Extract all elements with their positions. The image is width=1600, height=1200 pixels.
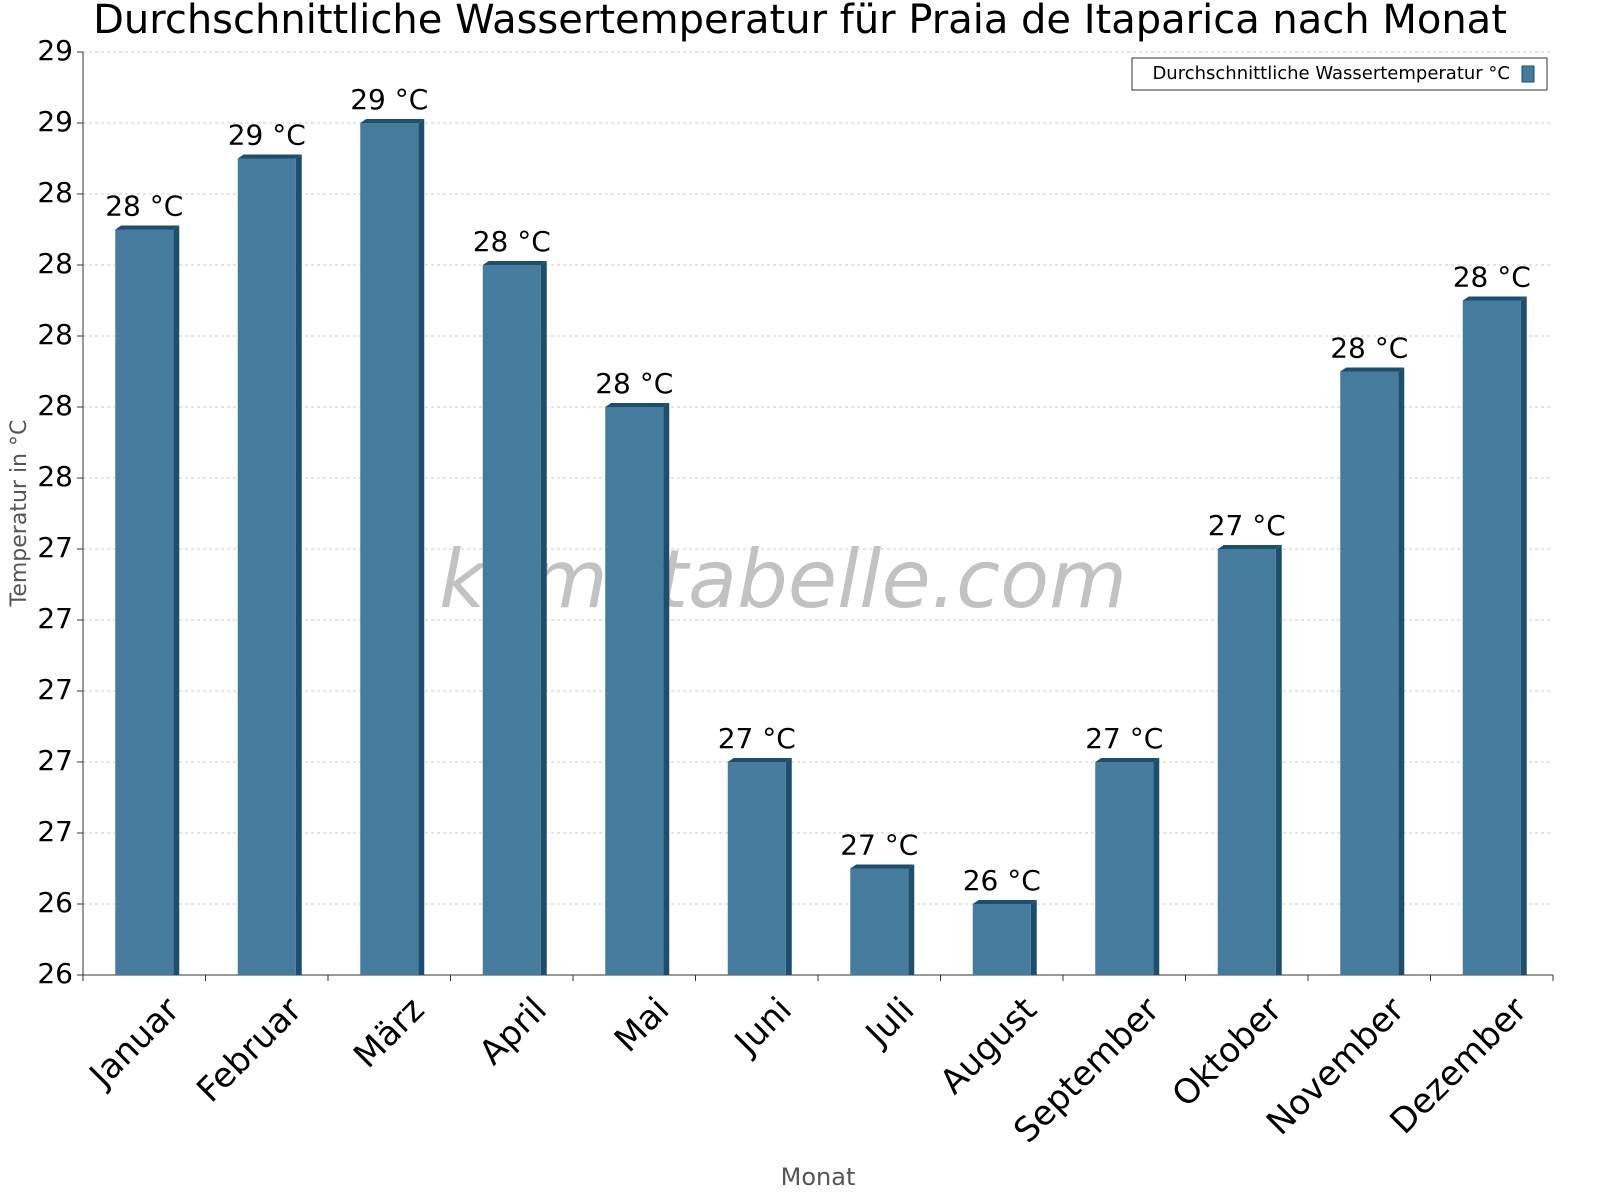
x-tick-label: August [932,990,1044,1102]
bar [605,407,664,975]
bar-group [115,225,180,975]
y-tick-label: 27 [37,815,73,848]
x-tick-label: Oktober [1165,990,1290,1115]
bar-side [540,261,547,975]
bar-group [727,758,792,975]
bar-side [1153,758,1160,975]
x-tick-label: April [472,990,555,1073]
bar [237,158,296,975]
value-label: 27 °C [1085,722,1163,755]
value-label: 27 °C [718,722,796,755]
bar-group [605,403,670,975]
x-tick-label: Januar [81,990,188,1097]
value-label: 28 °C [1330,332,1408,365]
bar [1217,549,1276,975]
bar-top [727,758,792,762]
value-label: 28 °C [595,367,673,400]
bar-side [1520,296,1527,975]
bar-group [972,900,1037,975]
x-tick-label: März [346,990,432,1076]
bar-side [785,758,792,975]
y-tick-label: 28 [37,389,73,422]
bar-group [237,154,302,975]
value-label: 28 °C [473,225,551,258]
bar-top [1217,545,1282,549]
bar-top [605,403,670,407]
bar [482,265,541,975]
bar-top [115,225,180,230]
value-label: 27 °C [840,829,918,862]
bar [1095,762,1154,975]
bar-group [1217,545,1282,975]
bar-top [237,154,302,159]
y-tick-label: 29 [37,34,73,67]
bar-side [663,403,670,975]
x-tick-label: Februar [189,990,310,1111]
bar-side [1030,900,1037,975]
bar [850,868,909,975]
y-tick-label: 27 [37,744,73,777]
bar [972,904,1031,975]
value-label: 29 °C [228,119,306,152]
value-label: 29 °C [350,83,428,116]
bar-group [1340,367,1405,975]
bar-top [850,864,915,869]
bar-side [908,864,915,975]
bar [1462,300,1521,975]
bar-group [1462,296,1527,975]
value-label: 28 °C [1453,261,1531,294]
value-label: 28 °C [105,190,183,223]
value-label: 26 °C [963,864,1041,897]
value-label: 27 °C [1208,509,1286,542]
bar-top [1095,758,1160,762]
bar [115,229,174,975]
y-tick-label: 28 [37,176,73,209]
y-tick-label: 27 [37,673,73,706]
x-axis-label: Monat [781,1163,856,1191]
legend-label: Durchschnittliche Wassertemperatur °C [1152,63,1510,84]
y-axis-label: Temperatur in °C [7,420,32,608]
bar-side [1275,545,1282,975]
y-tick-label: 26 [37,957,73,990]
y-tick-label: 28 [37,460,73,493]
y-tick-label: 26 [37,886,73,919]
bar-side [418,119,425,975]
chart-title: Durchschnittliche Wassertemperatur für P… [93,0,1507,43]
bar-group [360,119,425,975]
bar-top [1462,296,1527,301]
legend-swatch [1521,65,1535,83]
y-tick-label: 27 [37,602,73,635]
watermark: klimatabelle.com [439,533,1127,626]
bar [360,123,419,975]
bar-top [972,900,1037,904]
y-tick-label: 29 [37,105,73,138]
y-tick-label: 28 [37,247,73,280]
bar [1340,371,1399,975]
bar [727,762,786,975]
bar-side [1398,367,1405,975]
bar-group [1095,758,1160,975]
x-tick-label: Juli [857,990,922,1055]
y-tick-label: 28 [37,318,73,351]
legend-box [1131,57,1548,91]
x-tick-label: Mai [607,990,677,1060]
bar-side [295,154,302,975]
bar-group [850,864,915,975]
bar-group [482,261,547,975]
bar-side [173,225,180,975]
bar-top [360,119,425,123]
bar-top [1340,367,1405,372]
x-tick-label: Juni [726,990,800,1064]
y-tick-label: 27 [37,531,73,564]
bar-top [482,261,547,265]
